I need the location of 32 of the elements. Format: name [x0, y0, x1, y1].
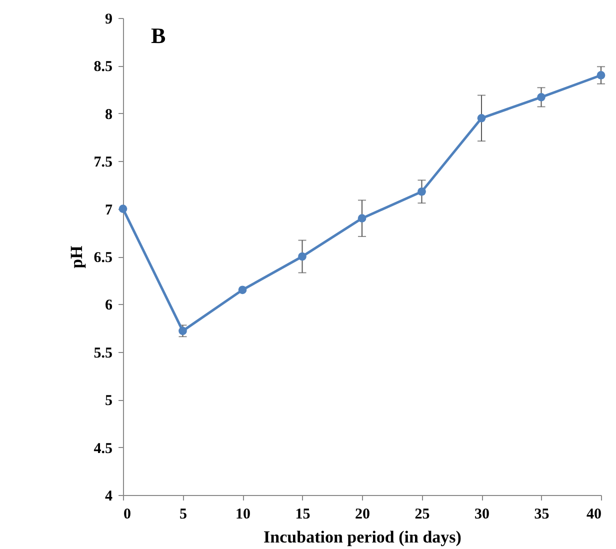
y-tick-label: 4 — [105, 488, 113, 504]
y-tick-label: 9 — [105, 12, 112, 28]
point — [537, 93, 546, 102]
y-tick-label: 7.5 — [94, 154, 112, 171]
y-tick-label: 6 — [105, 298, 113, 314]
y-axis-title: pH — [66, 246, 86, 268]
point — [358, 214, 366, 223]
point — [596, 71, 606, 80]
x-tick-label: 30 — [474, 506, 490, 522]
x-tick-label: 5 — [180, 506, 187, 522]
x-tick-label: 15 — [295, 506, 310, 522]
x-tick-label: 0 — [124, 506, 131, 522]
point — [238, 286, 247, 294]
y-tick-label: 6.5 — [94, 250, 112, 266]
x-tick-label: 35 — [534, 506, 550, 522]
y-tick-label: 5.5 — [94, 345, 112, 362]
point — [178, 326, 187, 336]
x-tick-label: 40 — [586, 506, 602, 522]
y-tick-label: 8.5 — [94, 59, 112, 76]
y-tick-label: 4.5 — [94, 440, 112, 457]
point — [298, 252, 306, 261]
x-tick-label: 20 — [355, 506, 370, 522]
point — [418, 187, 426, 196]
x-axis-title: Incubation period (in days) — [264, 528, 462, 546]
y-tick-label: 8 — [105, 106, 112, 123]
point — [477, 114, 486, 122]
y-tick-label: 5 — [105, 393, 112, 410]
x-tick-label: 25 — [414, 506, 430, 522]
y-tick-label: 7 — [105, 202, 113, 218]
point — [118, 204, 128, 213]
annotation: B — [151, 23, 166, 48]
x-tick-label: 10 — [236, 506, 250, 522]
